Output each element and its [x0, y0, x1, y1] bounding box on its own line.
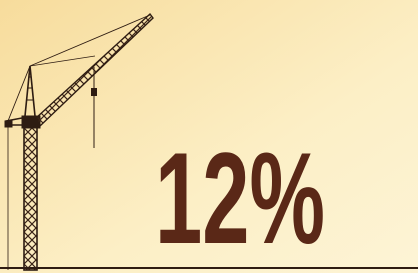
graphic: 12% [0, 0, 418, 273]
headline: 12% [155, 125, 325, 271]
page: 12% (() => { const data = JSON.parse(doc… [0, 0, 418, 273]
